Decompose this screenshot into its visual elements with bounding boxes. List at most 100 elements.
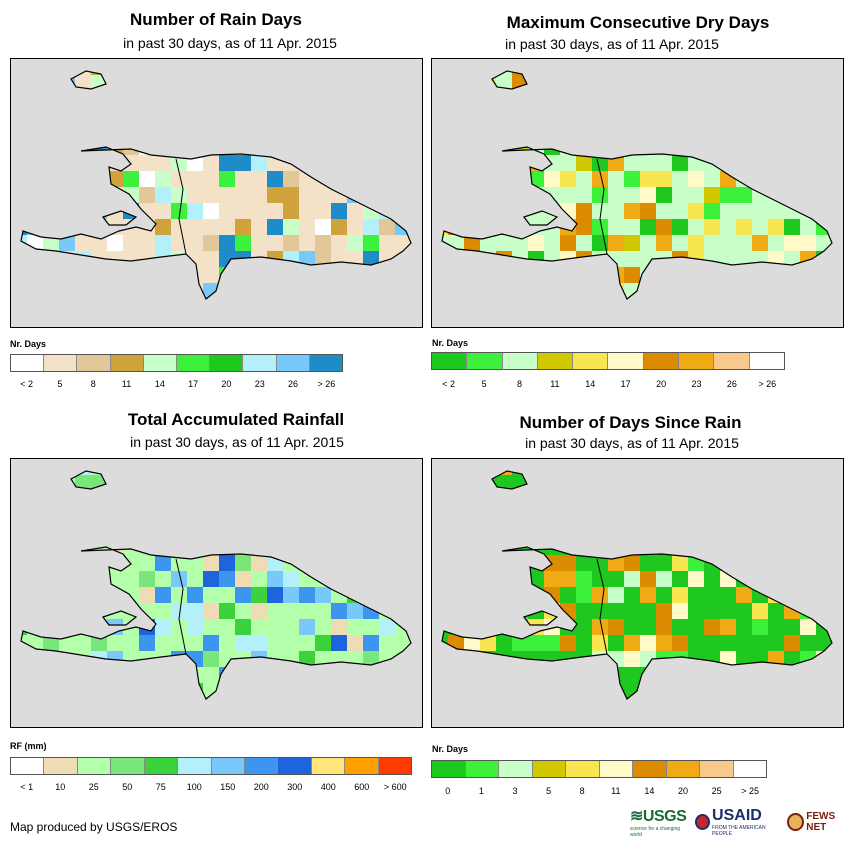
grid-cell	[91, 267, 107, 283]
grid-cell	[283, 155, 299, 171]
grid-cell	[816, 475, 832, 491]
grid-cell	[832, 507, 843, 523]
grid-cell	[91, 299, 107, 315]
legend-swatch	[499, 761, 533, 777]
grid-cell	[91, 619, 107, 635]
grid-cell	[528, 471, 544, 475]
grid-cell	[736, 619, 752, 635]
grid-cell	[187, 91, 203, 107]
grid-cell	[784, 299, 800, 315]
grid-cell	[187, 139, 203, 155]
grid-cell	[21, 75, 27, 91]
legend-title-rainfall: RF (mm)	[10, 741, 47, 751]
grid-cell	[704, 587, 720, 603]
grid-cell	[27, 555, 43, 571]
grid-cell	[736, 235, 752, 251]
grid-cell	[512, 299, 528, 315]
grid-cell	[27, 267, 43, 283]
grid-cell	[59, 475, 75, 491]
grid-cell	[187, 475, 203, 491]
grid-cell	[448, 571, 464, 587]
grid-cell	[331, 651, 347, 667]
grid-cell	[187, 171, 203, 187]
grid-cell	[560, 587, 576, 603]
grid-cell	[27, 491, 43, 507]
grid-cell	[442, 155, 448, 171]
grid-cell	[442, 539, 448, 555]
grid-cell	[283, 123, 299, 139]
grid-cell	[544, 235, 560, 251]
grid-cell	[203, 667, 219, 683]
grid-cell	[379, 715, 395, 727]
grid-cell	[43, 651, 59, 667]
grid-cell	[315, 619, 331, 635]
grid-cell	[187, 507, 203, 523]
grid-cell	[331, 667, 347, 683]
grid-cell	[43, 619, 59, 635]
legend-tick-label: 10	[55, 782, 66, 792]
grid-cell	[496, 315, 512, 327]
grid-cell	[608, 475, 624, 491]
grid-cell	[107, 471, 123, 475]
grid-cell	[123, 91, 139, 107]
grid-cell	[656, 187, 672, 203]
grid-cell	[832, 235, 843, 251]
grid-cell	[720, 315, 736, 327]
grid-cell	[203, 267, 219, 283]
grid-cell	[688, 315, 704, 327]
grid-cell	[752, 155, 768, 171]
grid-cell	[832, 171, 843, 187]
grid-cell	[832, 267, 843, 283]
grid-cell	[187, 187, 203, 203]
grid-cell	[736, 75, 752, 91]
grid-cell	[704, 619, 720, 635]
grid-cell	[784, 91, 800, 107]
grid-cell	[576, 139, 592, 155]
grid-cell	[27, 171, 43, 187]
grid-cell	[411, 123, 422, 139]
grid-cell	[768, 107, 784, 123]
grid-cell	[464, 699, 480, 715]
grid-cell	[251, 187, 267, 203]
grid-cell	[544, 471, 560, 475]
grid-cell	[576, 75, 592, 91]
grid-cell	[43, 283, 59, 299]
grid-cell	[219, 107, 235, 123]
grid-cell	[315, 71, 331, 75]
grid-cell	[91, 683, 107, 699]
grid-cell	[347, 155, 363, 171]
grid-cell	[442, 523, 448, 539]
grid-cell	[155, 651, 171, 667]
grid-cell	[688, 123, 704, 139]
grid-cell	[720, 683, 736, 699]
grid-cell	[203, 123, 219, 139]
grid-cell	[251, 651, 267, 667]
grid-cell	[235, 683, 251, 699]
grid-cell	[363, 219, 379, 235]
grid-cell	[442, 91, 448, 107]
grid-cell	[155, 91, 171, 107]
grid-cell	[251, 251, 267, 267]
grid-cell	[155, 587, 171, 603]
grid-cell	[315, 471, 331, 475]
grid-cell	[720, 667, 736, 683]
grid-cell	[203, 315, 219, 327]
grid-cell	[816, 251, 832, 267]
grid-cell	[395, 155, 411, 171]
grid-cell	[43, 315, 59, 327]
grid-cell	[75, 571, 91, 587]
legend-swatch	[311, 758, 346, 774]
grid-cell	[235, 91, 251, 107]
grid-cell	[379, 107, 395, 123]
grid-cell	[75, 283, 91, 299]
grid-cell	[576, 715, 592, 727]
coastline	[523, 610, 559, 626]
grid-cell	[496, 267, 512, 283]
grid-cell	[800, 555, 816, 571]
grid-cell	[107, 523, 123, 539]
grid-cell	[411, 235, 422, 251]
grid-cell	[267, 523, 283, 539]
grid-cell	[379, 555, 395, 571]
grid-cell	[736, 155, 752, 171]
grid-cell	[379, 507, 395, 523]
